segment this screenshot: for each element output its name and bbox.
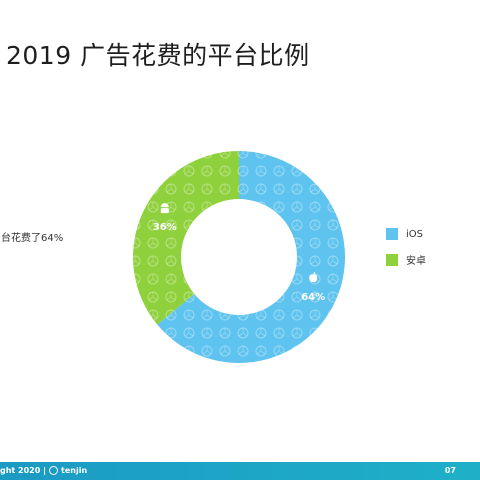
- slice-label-android: 36%: [153, 222, 177, 233]
- slice-label-ios: 64%: [301, 292, 325, 303]
- slide-title: 2019 广告花费的平台比例: [6, 41, 310, 70]
- footer-copyright-text: ght 2020 |: [0, 466, 47, 475]
- legend-swatch-ios: [386, 228, 398, 240]
- slice-android-pattern: [132, 151, 239, 325]
- footer-copyright: ght 2020 | tenjin: [0, 466, 87, 475]
- tenjin-logo-icon: [49, 466, 59, 475]
- legend-item-android[interactable]: 安卓: [386, 252, 426, 267]
- slice-ios-pattern: [157, 151, 345, 364]
- chart-legend: iOS 安卓: [386, 228, 426, 279]
- footer-brand: tenjin: [61, 466, 88, 475]
- legend-label-ios: iOS: [406, 228, 423, 240]
- slide-footer: ght 2020 | tenjin 07: [0, 462, 480, 480]
- android-icon: [160, 203, 169, 214]
- page-number: 07: [444, 466, 456, 475]
- apple-icon: [309, 271, 318, 283]
- legend-label-android: 安卓: [406, 256, 426, 267]
- annotation-text: 台花费了64%: [1, 233, 64, 244]
- legend-item-ios[interactable]: iOS: [386, 228, 426, 240]
- legend-swatch-android: [386, 253, 398, 266]
